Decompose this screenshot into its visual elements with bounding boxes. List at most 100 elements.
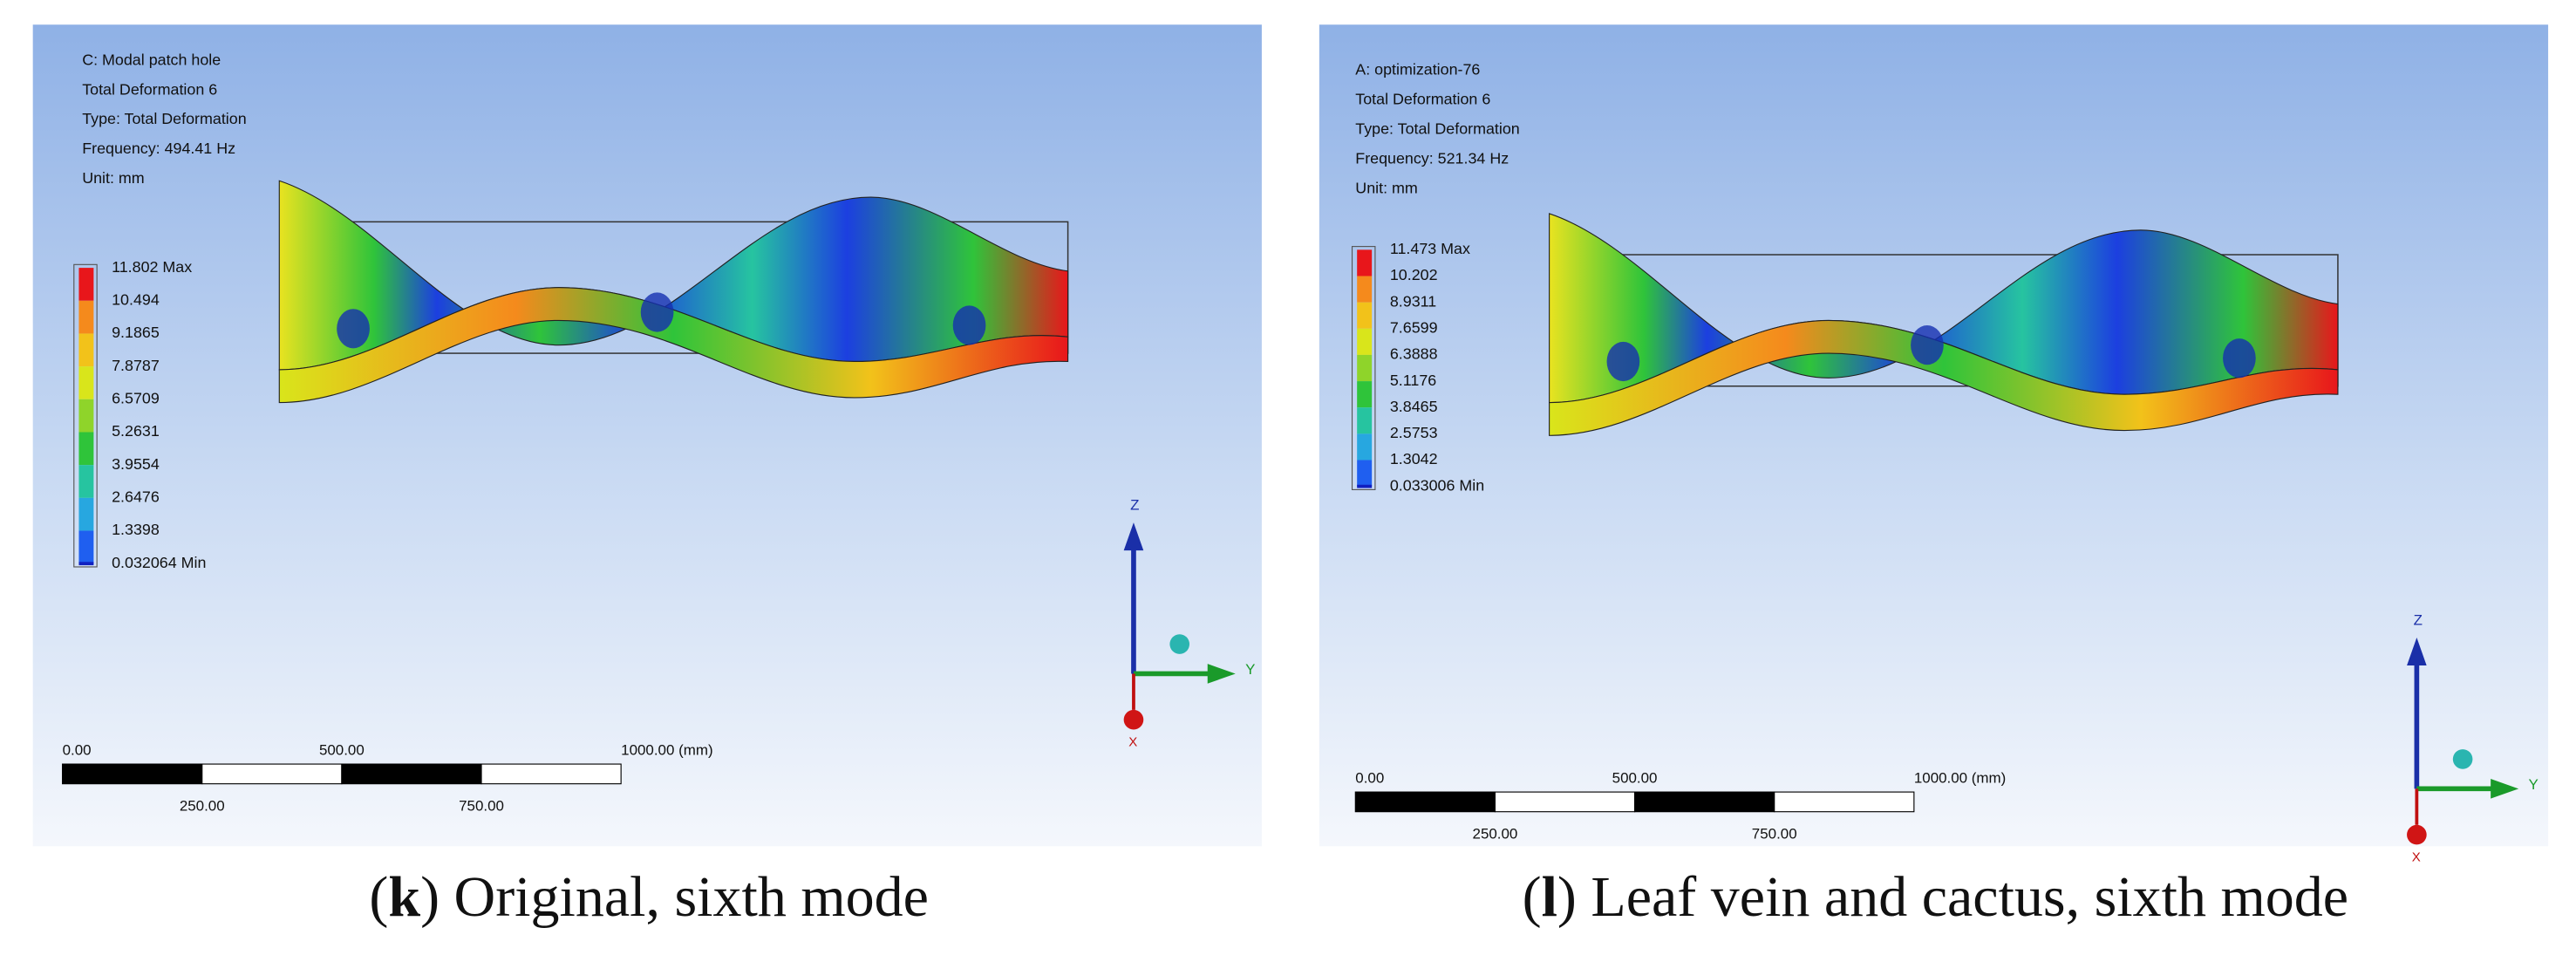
viewport-background (32, 24, 1262, 847)
axis-label: X (1128, 735, 1137, 750)
legend-label: 2.6476 (112, 488, 160, 506)
header-line: Total Deformation 6 (1355, 91, 1490, 108)
legend-swatch (1357, 302, 1373, 329)
legend-label: 5.2631 (112, 422, 160, 440)
axis-z-head (1123, 522, 1144, 551)
axis-sphere (1169, 634, 1190, 654)
legend-swatch (1357, 328, 1373, 355)
legend-label: 1.3398 (112, 521, 160, 538)
scale-label: 250.00 (1473, 826, 1518, 843)
legend-swatch (78, 497, 94, 531)
legend-label: 10.202 (1390, 266, 1438, 283)
axis-y-head (2491, 779, 2519, 799)
legend-swatch (78, 366, 94, 399)
legend-label: 0.033006 Min (1390, 476, 1484, 494)
legend-swatch (78, 432, 94, 466)
beam-hole (952, 305, 986, 345)
legend-swatch (78, 562, 94, 566)
axis-y-head (1207, 664, 1236, 684)
caption-part: l (1542, 865, 1557, 929)
scale-label: 1000.00 (mm) (1914, 770, 2006, 787)
legend-label: 7.6599 (1390, 319, 1438, 337)
beam-hole (640, 292, 674, 332)
header-line: C: Modal patch hole (82, 51, 221, 68)
scale-segment (480, 763, 622, 785)
scale-label: 1000.00 (mm) (621, 741, 712, 758)
scale-segment (1634, 791, 1775, 813)
axis-x-head (2407, 824, 2427, 845)
legend-swatch (1357, 381, 1373, 408)
axis-label: X (2412, 849, 2421, 864)
legend-label: 1.3042 (1390, 450, 1438, 467)
viewport-background (1319, 24, 2549, 847)
legend-swatch (78, 268, 94, 301)
header-line: Total Deformation 6 (82, 80, 217, 98)
caption-part: ( (1523, 865, 1542, 929)
viewport: C: Modal patch hole Total Deformation 6 Ty… (32, 24, 1262, 847)
beam-side (278, 287, 1069, 404)
legend-label: 9.1865 (112, 324, 160, 341)
scale-label: 0.00 (1355, 770, 1384, 787)
axis-label: Z (1130, 497, 1139, 514)
legend-label: 10.494 (112, 290, 160, 308)
scale-label: 500.00 (1612, 770, 1658, 787)
axis-label: Z (2414, 612, 2423, 629)
caption: (l) Leaf vein and cactus, sixth mode (1523, 865, 2349, 929)
legend-label: 5.1176 (1390, 372, 1436, 389)
header-line: Frequency: 494.41 Hz (82, 140, 235, 157)
header-line: Type: Total Deformation (82, 110, 246, 127)
axis-z-head (2407, 637, 2427, 666)
legend-swatch (78, 300, 94, 334)
header-line: Unit: mm (82, 169, 145, 187)
scale-label: 750.00 (459, 798, 504, 815)
viewport: A: optimization-76 Total Deformation 6 Typ… (1319, 24, 2549, 864)
scale-label: 0.00 (63, 741, 92, 758)
legend-swatch (1357, 460, 1373, 487)
scale-segment (62, 763, 203, 785)
legend-label: 7.8787 (112, 357, 160, 374)
scale-label: 750.00 (1752, 826, 1797, 843)
legend-label: 11.473 Max (1390, 240, 1470, 257)
axis-x-head (1123, 709, 1144, 730)
legend-label: 2.5753 (1390, 424, 1438, 441)
legend-label: 0.032064 Min (112, 554, 206, 571)
caption-part: k (388, 865, 420, 929)
header-line: Unit: mm (1355, 179, 1418, 196)
legend-swatch (78, 333, 94, 367)
caption-part: ( (369, 865, 388, 929)
legend-label: 6.3888 (1390, 345, 1438, 363)
header-line: Frequency: 521.34 Hz (1355, 149, 1509, 167)
legend-frame (73, 263, 98, 568)
axis-sphere (2452, 749, 2473, 769)
legend-swatch (1357, 354, 1373, 382)
header-line: Type: Total Deformation (1355, 120, 1519, 138)
beam-hole (1911, 325, 1944, 365)
scale-label: 500.00 (319, 741, 365, 758)
legend-swatch (78, 465, 94, 498)
caption-part: ) Leaf vein and cactus, sixth mode (1557, 865, 2348, 929)
scale-segment (1494, 791, 1636, 813)
axis-label: Y (2528, 776, 2538, 793)
legend-swatch (1357, 249, 1373, 276)
legend-label: 3.8465 (1390, 398, 1438, 415)
caption-part: ) Original, sixth mode (420, 865, 929, 929)
legend-swatch (1357, 276, 1373, 303)
legend-swatch (1357, 433, 1373, 461)
legend-swatch (1357, 407, 1373, 434)
scale-segment (1774, 791, 1915, 813)
scale-segment (1354, 791, 1496, 813)
beam-side (1549, 319, 2339, 436)
beam-hole (1606, 341, 1640, 382)
header-line: A: optimization-76 (1355, 61, 1480, 78)
legend-label: 11.802 Max (112, 258, 192, 276)
scale-label: 250.00 (180, 798, 225, 815)
legend-swatch (78, 399, 94, 433)
axis-label: Y (1245, 661, 1255, 678)
legend-label: 3.9554 (112, 455, 160, 473)
scale-segment (341, 763, 482, 785)
legend-label: 6.5709 (112, 390, 160, 407)
beam-hole (2223, 338, 2256, 379)
legend-label: 8.9311 (1390, 292, 1436, 310)
legend-swatch (1357, 484, 1373, 488)
